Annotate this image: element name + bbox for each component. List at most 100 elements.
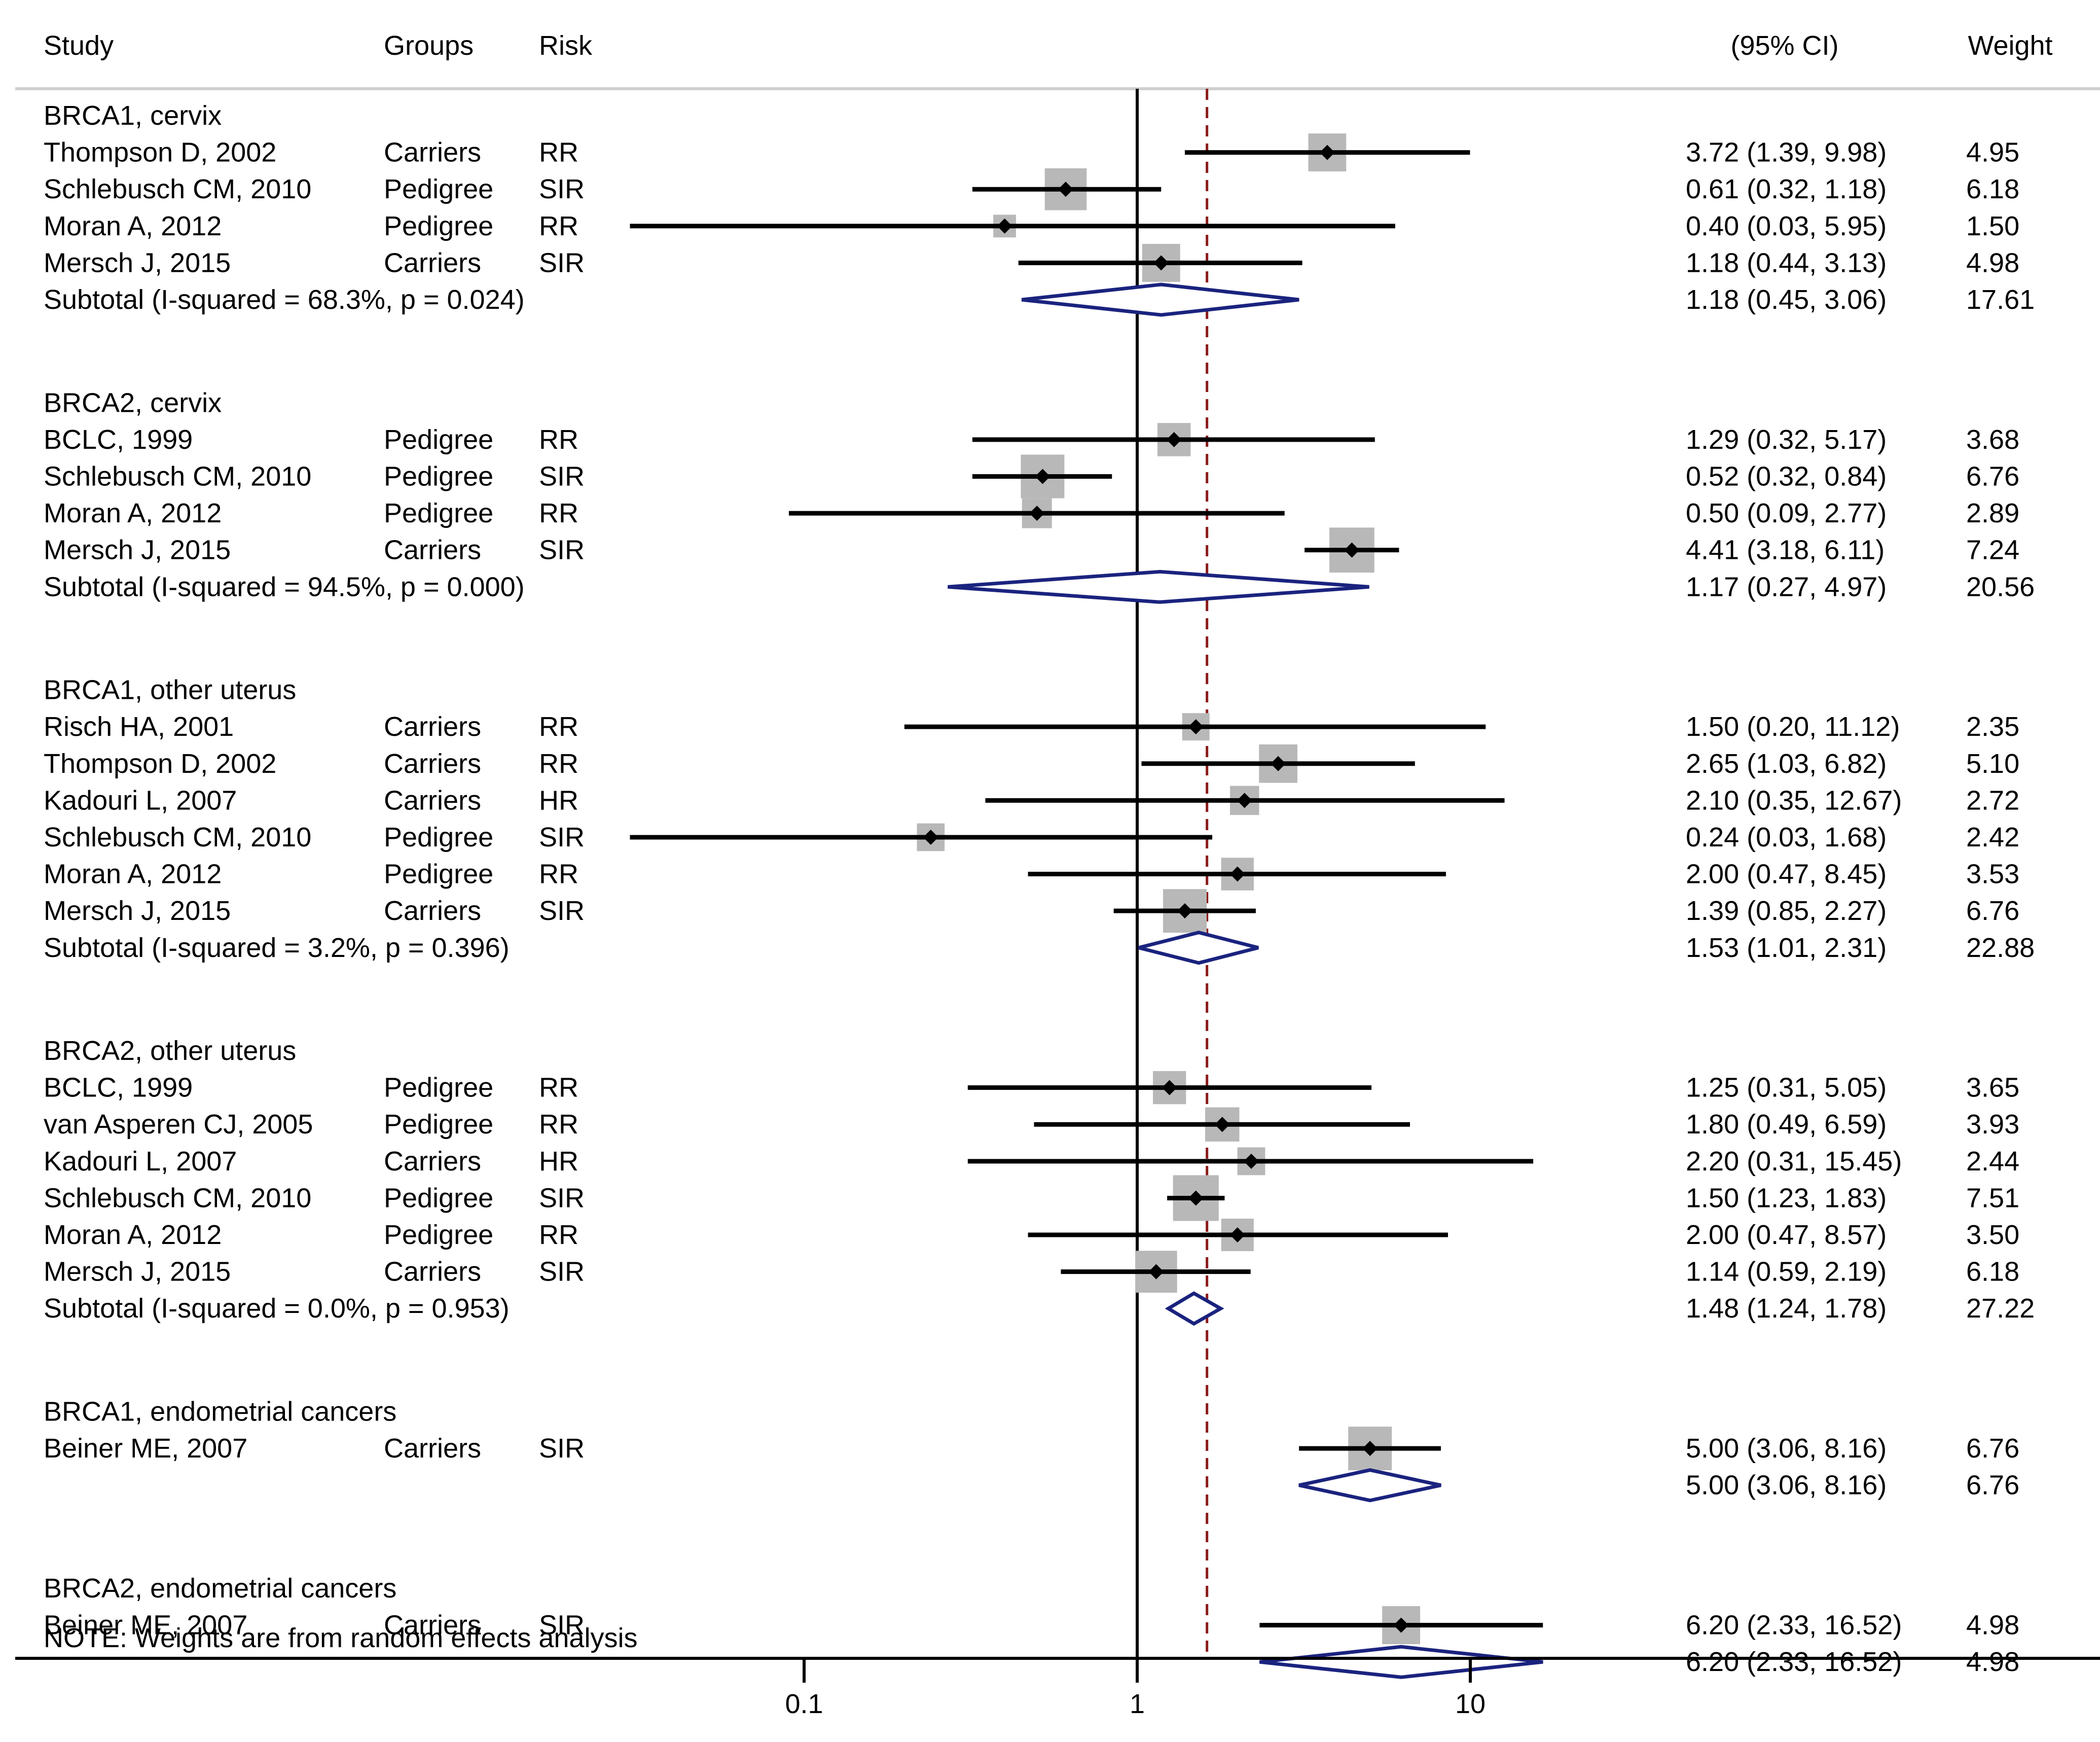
subtotal-weight-label: 20.56 bbox=[1966, 572, 2035, 602]
study-group: Pedigree bbox=[384, 1073, 493, 1103]
point-estimate bbox=[1243, 1153, 1259, 1169]
study-risk-type: SIR bbox=[539, 174, 585, 204]
study-name: Thompson D, 2002 bbox=[44, 749, 276, 779]
study-name: Mersch J, 2015 bbox=[44, 535, 231, 565]
point-estimate bbox=[1162, 1080, 1177, 1095]
point-estimate bbox=[923, 829, 938, 845]
study-name: Risch HA, 2001 bbox=[44, 712, 234, 742]
point-estimate bbox=[1229, 1227, 1245, 1243]
subgroup-label: BRCA1, other uterus bbox=[44, 675, 296, 705]
study-ci-label: 1.50 (0.20, 11.12) bbox=[1686, 712, 1900, 742]
study-name: BCLC, 1999 bbox=[44, 424, 193, 455]
subtotal-ci-label: 6.20 (2.33, 16.52) bbox=[1686, 1647, 1902, 1677]
study-weight-label: 2.44 bbox=[1966, 1146, 2019, 1177]
study-group: Carriers bbox=[384, 1257, 481, 1287]
study-name: Moran A, 2012 bbox=[44, 211, 222, 241]
study-group: Carriers bbox=[384, 137, 481, 168]
study-name: van Asperen CJ, 2005 bbox=[44, 1109, 313, 1140]
study-name: Schlebusch CM, 2010 bbox=[44, 1183, 311, 1213]
study-group: Carriers bbox=[384, 712, 481, 742]
subtotal-weight-label: 17.61 bbox=[1966, 285, 2035, 315]
subgroup-label: BRCA2, cervix bbox=[44, 387, 222, 418]
subtotal-label: Subtotal (I-squared = 0.0%, p = 0.953) bbox=[44, 1293, 510, 1324]
subtotal-label: Subtotal (I-squared = 68.3%, p = 0.024) bbox=[44, 285, 525, 315]
study-ci-label: 1.80 (0.49, 6.59) bbox=[1686, 1109, 1887, 1140]
study-name: Kadouri L, 2007 bbox=[44, 1146, 237, 1177]
study-risk-type: HR bbox=[539, 785, 578, 815]
plot-rows: BRCA1, cervix Thompson D, 2002 Carriers RR 3… bbox=[44, 100, 2035, 1677]
study-weight-label: 3.65 bbox=[1966, 1073, 2019, 1103]
subtotal-ci-label: 1.53 (1.01, 2.31) bbox=[1686, 933, 1887, 963]
study-risk-type: SIR bbox=[539, 1183, 585, 1213]
study-risk-type: RR bbox=[539, 211, 578, 241]
header-study: Study bbox=[44, 30, 114, 61]
subtotal-weight-label: 22.88 bbox=[1966, 933, 2035, 963]
plot-marks bbox=[630, 89, 1543, 1679]
study-ci-label: 1.14 (0.59, 2.19) bbox=[1686, 1257, 1887, 1287]
subtotal-weight-label: 6.76 bbox=[1966, 1470, 2019, 1501]
study-group: Pedigree bbox=[384, 461, 493, 491]
point-estimate bbox=[1237, 793, 1252, 808]
study-weight-label: 3.53 bbox=[1966, 859, 2019, 890]
study-ci-label: 0.52 (0.32, 0.84) bbox=[1686, 461, 1887, 491]
header-weight: Weight bbox=[1968, 30, 2052, 61]
study-group: Carriers bbox=[384, 1433, 481, 1464]
study-group: Carriers bbox=[384, 1610, 481, 1641]
subtotal-diamond bbox=[1138, 931, 1259, 965]
study-weight-label: 3.50 bbox=[1966, 1220, 2019, 1250]
study-ci-label: 5.00 (3.06, 8.16) bbox=[1686, 1433, 1887, 1464]
study-risk-type: SIR bbox=[539, 822, 585, 852]
study-name: Moran A, 2012 bbox=[44, 1220, 222, 1250]
point-estimate bbox=[1153, 255, 1169, 271]
study-ci-label: 1.50 (1.23, 1.83) bbox=[1686, 1183, 1887, 1213]
study-ci-label: 3.72 (1.39, 9.98) bbox=[1686, 137, 1887, 168]
point-estimate bbox=[1271, 756, 1286, 771]
study-group: Pedigree bbox=[384, 174, 493, 204]
header-row: Study Groups Risk (95% CI) Weight bbox=[44, 30, 2053, 61]
study-group: Pedigree bbox=[384, 498, 493, 528]
subtotal-label: Subtotal (I-squared = 3.2%, p = 0.396) bbox=[44, 933, 510, 963]
header-groups: Groups bbox=[384, 30, 474, 61]
study-group: Pedigree bbox=[384, 1183, 493, 1213]
study-risk-type: RR bbox=[539, 137, 578, 168]
subtotal-diamond bbox=[1259, 1645, 1543, 1679]
subtotal-ci-label: 1.17 (0.27, 4.97) bbox=[1686, 572, 1887, 602]
subgroup-label: BRCA2, other uterus bbox=[44, 1036, 296, 1066]
study-ci-label: 2.10 (0.35, 12.67) bbox=[1686, 785, 1902, 815]
study-ci-label: 6.20 (2.33, 16.52) bbox=[1686, 1610, 1902, 1641]
study-group: Pedigree bbox=[384, 859, 493, 890]
study-weight-label: 4.98 bbox=[1966, 247, 2019, 278]
study-weight-label: 7.24 bbox=[1966, 535, 2019, 565]
study-risk-type: RR bbox=[539, 424, 578, 455]
study-weight-label: 6.76 bbox=[1966, 896, 2019, 926]
subtotal-diamond bbox=[948, 570, 1369, 604]
study-name: Schlebusch CM, 2010 bbox=[44, 174, 311, 204]
study-ci-label: 0.24 (0.03, 1.68) bbox=[1686, 822, 1887, 852]
study-name: Mersch J, 2015 bbox=[44, 896, 231, 926]
study-risk-type: SIR bbox=[539, 461, 585, 491]
point-estimate bbox=[1393, 1617, 1409, 1633]
study-weight-label: 2.35 bbox=[1966, 712, 2019, 742]
header-ci: (95% CI) bbox=[1730, 30, 1838, 61]
study-ci-label: 4.41 (3.18, 6.11) bbox=[1686, 535, 1885, 565]
study-risk-type: HR bbox=[539, 1146, 578, 1177]
study-weight-label: 3.68 bbox=[1966, 424, 2019, 455]
point-estimate bbox=[1188, 719, 1204, 735]
subtotal-weight-label: 4.98 bbox=[1966, 1647, 2019, 1677]
study-risk-type: RR bbox=[539, 1109, 578, 1140]
study-group: Carriers bbox=[384, 785, 481, 815]
subtotal-ci-label: 5.00 (3.06, 8.16) bbox=[1686, 1470, 1887, 1501]
study-group: Carriers bbox=[384, 247, 481, 278]
point-estimate bbox=[1166, 432, 1182, 447]
study-name: Moran A, 2012 bbox=[44, 498, 222, 528]
point-estimate bbox=[1029, 506, 1045, 521]
study-group: Carriers bbox=[384, 1146, 481, 1177]
study-ci-label: 0.61 (0.32, 1.18) bbox=[1686, 174, 1887, 204]
header-risk: Risk bbox=[539, 30, 593, 61]
study-weight-label: 1.50 bbox=[1966, 211, 2019, 241]
study-ci-label: 1.18 (0.44, 3.13) bbox=[1686, 247, 1887, 278]
subtotal-label: Subtotal (I-squared = 94.5%, p = 0.000) bbox=[44, 572, 525, 602]
study-weight-label: 2.42 bbox=[1966, 822, 2019, 852]
study-risk-type: SIR bbox=[539, 1433, 585, 1464]
study-risk-type: RR bbox=[539, 1073, 578, 1103]
